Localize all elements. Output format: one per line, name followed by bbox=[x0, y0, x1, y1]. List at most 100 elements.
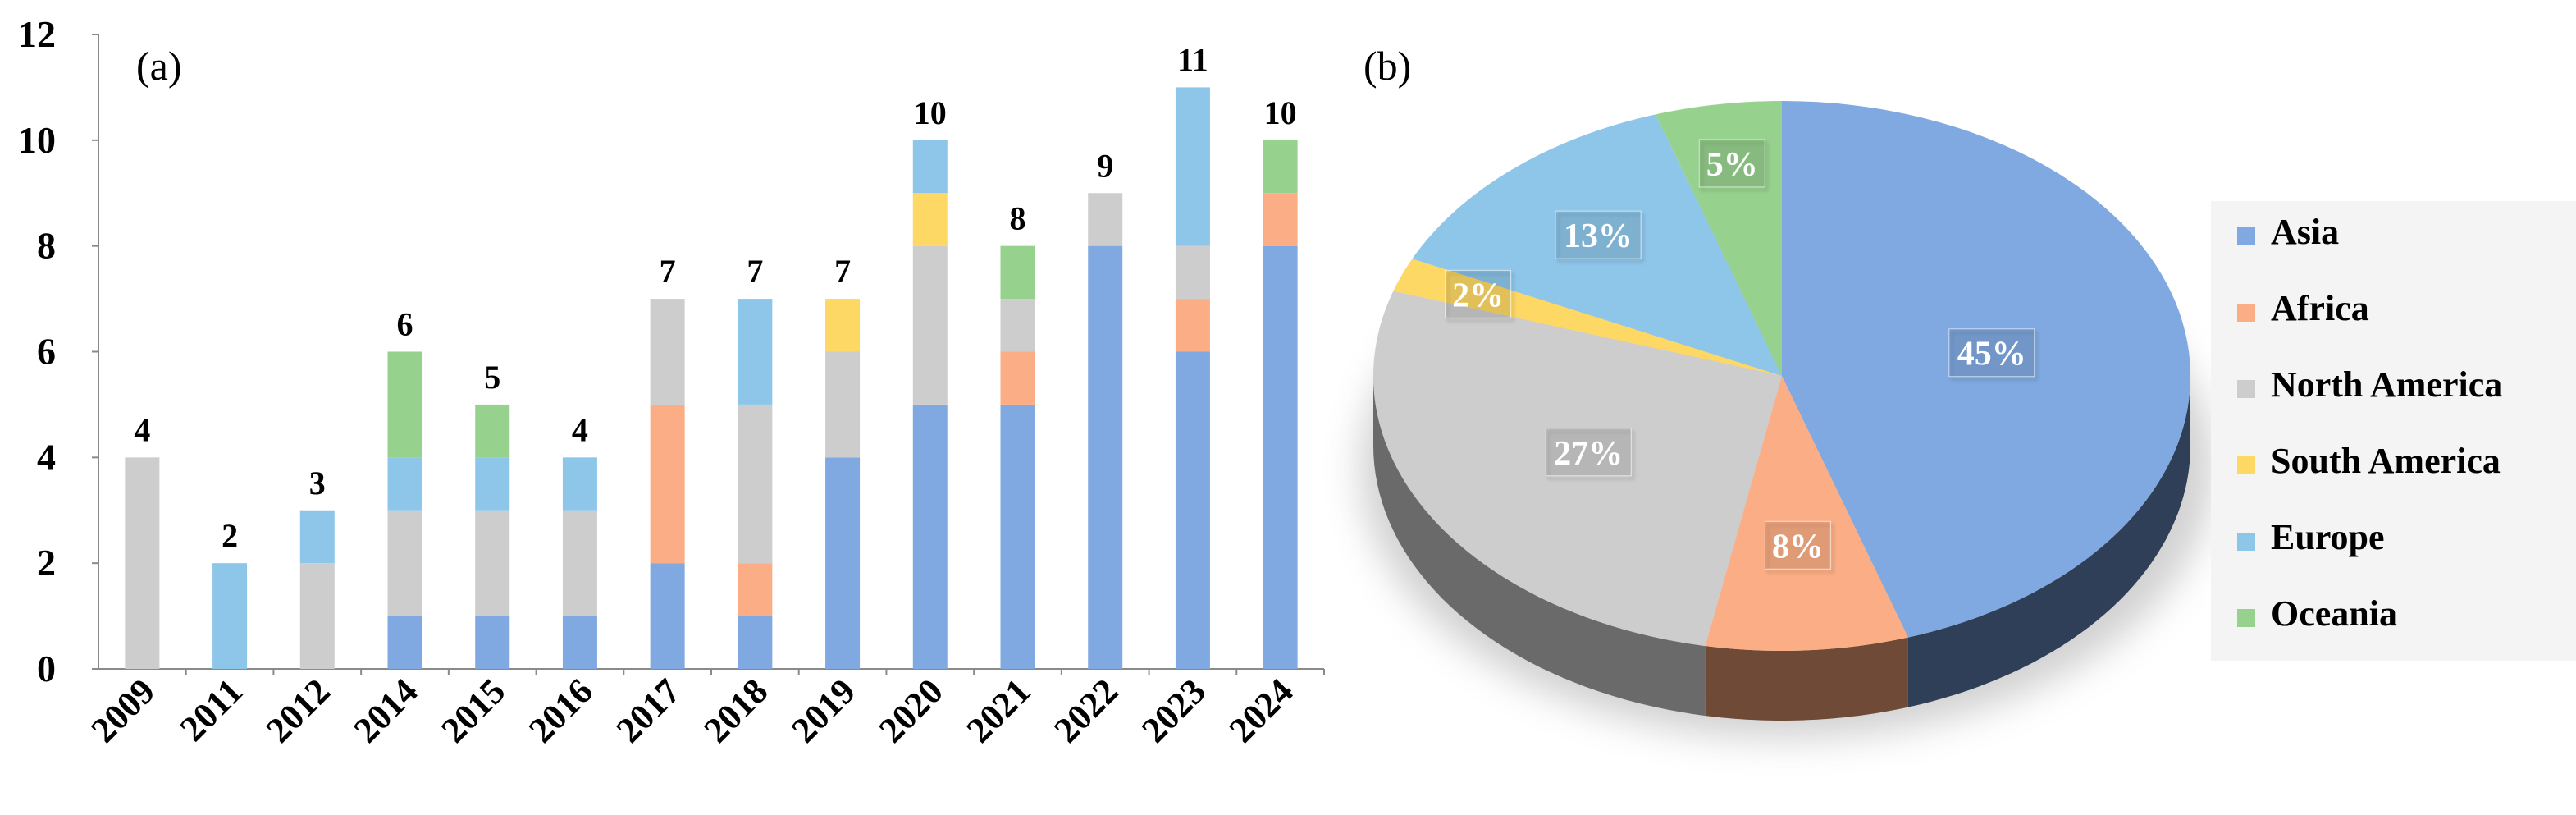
bar-segment-north-america bbox=[912, 245, 948, 405]
bar-total-label: 3 bbox=[309, 465, 326, 501]
panel-label-b: (b) bbox=[1363, 43, 1411, 89]
bar-total-label: 8 bbox=[1010, 200, 1026, 237]
bar-marks bbox=[125, 87, 1298, 670]
x-tick-label: 2021 bbox=[959, 671, 1039, 750]
bar-segment-north-america bbox=[825, 351, 861, 458]
bar-segment-europe bbox=[212, 563, 248, 669]
pie-label-box bbox=[1545, 428, 1632, 477]
bar-segment-north-america bbox=[299, 563, 335, 669]
bar-total-label: 10 bbox=[914, 94, 947, 131]
bar-total-label: 9 bbox=[1097, 147, 1113, 184]
bar-segment-north-america bbox=[650, 299, 685, 405]
bar-segment-asia bbox=[1263, 245, 1298, 670]
legend-swatch bbox=[2237, 533, 2255, 551]
panel-label-a: (a) bbox=[136, 43, 182, 89]
bar-total-label: 6 bbox=[397, 306, 413, 343]
y-tick-label: 0 bbox=[37, 648, 56, 689]
bar-total-label: 5 bbox=[484, 359, 500, 396]
legend-label: South America bbox=[2271, 441, 2501, 481]
legend-swatch bbox=[2237, 456, 2255, 474]
bar-segment-africa bbox=[1263, 193, 1298, 246]
x-tick-label: 2019 bbox=[783, 671, 863, 750]
bar-segment-europe bbox=[1175, 87, 1210, 246]
x-tick-label: 2011 bbox=[172, 671, 250, 749]
pie-side-africa bbox=[1705, 637, 1908, 721]
bar-total-label: 7 bbox=[747, 253, 763, 290]
bar-segment-africa bbox=[650, 404, 685, 564]
bar-segment-asia bbox=[650, 563, 685, 669]
bar-segment-north-america bbox=[562, 510, 597, 616]
pie-side-north-america bbox=[1373, 376, 1706, 717]
bar-segment-africa bbox=[1175, 299, 1210, 352]
pie-slice-africa bbox=[1705, 376, 1908, 652]
x-tick-label: 2020 bbox=[871, 671, 951, 750]
bar-total-label: 7 bbox=[834, 253, 851, 290]
bar-segment-south-america bbox=[912, 193, 948, 246]
pie-slice-label: 13% bbox=[1564, 217, 1633, 255]
bar-total-label: 4 bbox=[572, 411, 588, 448]
y-tick-label: 8 bbox=[37, 225, 56, 267]
bar-segment-asia bbox=[475, 616, 510, 669]
pie-side-asia bbox=[1907, 376, 2190, 707]
bar-segment-europe bbox=[299, 510, 335, 564]
pie-slice-labels: 45% 8% 27% 2% 13% 5% bbox=[1445, 139, 2035, 570]
pie-label-box bbox=[1948, 328, 2035, 378]
bar-segment-south-america bbox=[825, 299, 861, 352]
x-tick-label: 2009 bbox=[84, 671, 163, 750]
legend-swatch bbox=[2237, 380, 2255, 398]
x-tick-label: 2024 bbox=[1222, 671, 1301, 750]
pie-label-box bbox=[1555, 210, 1642, 259]
legend-swatch bbox=[2237, 609, 2255, 627]
x-tick-label: 2015 bbox=[433, 671, 513, 750]
y-tick-label: 4 bbox=[37, 436, 56, 478]
bar-total-label: 10 bbox=[1264, 94, 1297, 131]
x-tick-label: 2022 bbox=[1046, 671, 1126, 750]
bar-segment-asia bbox=[738, 616, 773, 669]
bar-segment-asia bbox=[1088, 245, 1123, 670]
pie-label-box bbox=[1445, 269, 1512, 318]
bar-total-label: 4 bbox=[134, 411, 150, 448]
pie-slice-label: 45% bbox=[1957, 336, 2026, 373]
bar-segment-asia bbox=[562, 616, 597, 669]
bar-segment-europe bbox=[562, 457, 597, 511]
x-tick-label: 2023 bbox=[1134, 671, 1213, 750]
bar-segment-africa bbox=[738, 563, 773, 616]
bar-total-label: 7 bbox=[660, 253, 676, 290]
bar-segment-europe bbox=[738, 299, 773, 405]
bar-segment-oceania bbox=[1000, 245, 1035, 300]
x-tick-label: 2018 bbox=[697, 671, 776, 750]
legend-swatch bbox=[2237, 227, 2255, 245]
pie-sides bbox=[1373, 376, 2190, 721]
bar-segment-oceania bbox=[387, 351, 422, 458]
bar-segment-africa bbox=[1000, 351, 1035, 405]
y-tick-label: 6 bbox=[37, 331, 56, 373]
y-tick-label: 12 bbox=[18, 13, 56, 55]
pie-slice-label: 27% bbox=[1554, 435, 1623, 473]
pie-chart-panel: (b) 45% 8% 27% 2% 13% 5% Asia Africa North Amer… bbox=[1360, 43, 2576, 739]
x-tick-label: 2017 bbox=[609, 671, 688, 750]
legend-label: Asia bbox=[2271, 212, 2339, 252]
bar-segment-asia bbox=[1175, 351, 1210, 669]
bar-total-label: 2 bbox=[222, 517, 238, 554]
bar-segment-europe bbox=[387, 457, 422, 511]
x-tick-label: 2014 bbox=[346, 671, 426, 750]
bar-segment-north-america bbox=[738, 404, 773, 564]
pie-legend: Asia Africa North America South America Euro… bbox=[2211, 201, 2576, 661]
pie-slice-label: 2% bbox=[1452, 277, 1504, 314]
bar-segment-oceania bbox=[475, 404, 510, 458]
pie-label-box bbox=[1698, 139, 1765, 188]
pie-label-box bbox=[1764, 520, 1831, 570]
bar-segment-europe bbox=[912, 140, 948, 194]
bar-segment-europe bbox=[475, 457, 510, 511]
bar-segment-north-america bbox=[1000, 299, 1035, 352]
bar-segment-asia bbox=[387, 616, 422, 669]
bar-total-labels: 4 2 3 6 5 4 7 7 7 10 8 9 11 10 bbox=[134, 41, 1296, 554]
bar-segment-asia bbox=[912, 404, 948, 669]
bar-segment-oceania bbox=[1263, 140, 1298, 194]
y-tick-label: 10 bbox=[18, 119, 56, 161]
bar-total-label: 11 bbox=[1177, 41, 1208, 78]
x-tick-label: 2016 bbox=[521, 671, 601, 750]
legend-label: Africa bbox=[2271, 288, 2369, 328]
